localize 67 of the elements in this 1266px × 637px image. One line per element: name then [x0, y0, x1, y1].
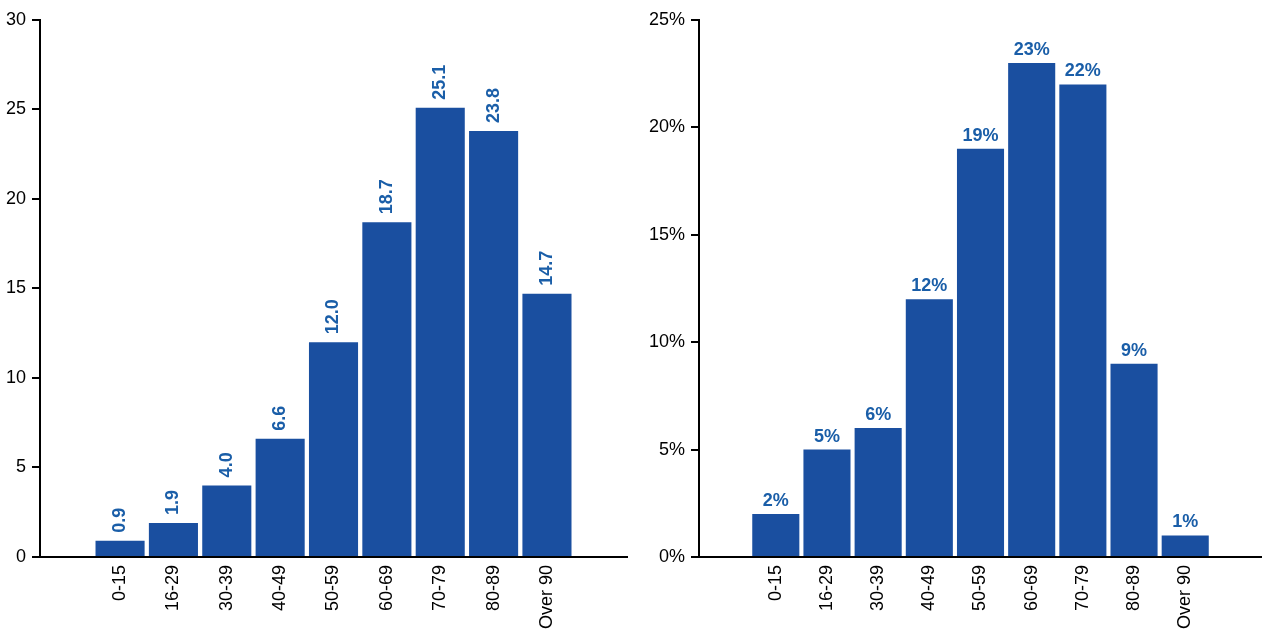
bar: [95, 540, 145, 556]
x-tick-label: 50-59: [969, 564, 990, 612]
y-tick-label: 5%: [659, 438, 686, 459]
bar: [956, 148, 1005, 556]
bar: [803, 449, 851, 556]
data-label: 5%: [813, 425, 840, 446]
bar: [1059, 84, 1107, 556]
data-label: 19%: [962, 124, 999, 145]
data-label: 12.0: [322, 299, 343, 335]
x-tick-label: 0-15: [764, 564, 785, 601]
x-tick-label: 70-79: [1071, 564, 1092, 612]
bar: [308, 342, 359, 556]
data-label: 12%: [911, 275, 948, 296]
bar: [415, 107, 465, 556]
x-tick-label: Over 90: [535, 564, 556, 629]
x-tick-label: 60-69: [375, 564, 396, 612]
bar: [522, 293, 572, 556]
y-tick-label: 20: [5, 187, 27, 208]
x-tick-label: 16-29: [162, 564, 183, 612]
data-label: 18.7: [375, 179, 396, 215]
x-tick-label: 80-89: [482, 564, 503, 612]
data-label: 9%: [1121, 339, 1148, 360]
x-tick-label: 70-79: [429, 564, 450, 612]
y-tick-label: 20%: [649, 116, 686, 137]
x-tick-label: 40-49: [918, 564, 939, 612]
y-tick-label: 25%: [649, 8, 686, 29]
x-tick-label: 60-69: [1020, 564, 1041, 612]
y-tick-label: 30: [5, 8, 27, 29]
y-tick-label: 5: [16, 456, 27, 477]
data-label: 23.8: [482, 87, 503, 123]
y-tick-label: 25: [5, 98, 27, 119]
x-tick-label: 16-29: [815, 564, 836, 612]
data-label: 6%: [865, 404, 892, 425]
bar: [202, 485, 252, 556]
bar: [1161, 535, 1209, 556]
x-tick-label: 50-59: [322, 564, 343, 612]
data-label: 0.9: [109, 507, 130, 533]
x-tick-label: 0-15: [109, 564, 130, 601]
y-tick-label: 0: [16, 545, 27, 566]
data-label: 6.6: [269, 405, 290, 431]
bar: [1008, 62, 1056, 556]
bar: [148, 522, 198, 556]
x-tick-label: 40-49: [269, 564, 290, 612]
bar: [1110, 363, 1158, 556]
bar: [469, 130, 519, 556]
data-label: 22%: [1064, 60, 1101, 81]
bar: [255, 438, 305, 556]
data-label: 14.7: [535, 250, 556, 286]
x-tick-label: 30-39: [867, 564, 888, 612]
data-label: 25.1: [429, 64, 450, 100]
bar: [752, 514, 800, 556]
x-tick-label: 80-89: [1123, 564, 1144, 612]
x-tick-label: 30-39: [215, 564, 236, 612]
data-label: 23%: [1013, 38, 1050, 59]
x-tick-label: Over 90: [1174, 564, 1195, 629]
bar: [905, 299, 953, 556]
y-tick-label: 15%: [649, 223, 686, 244]
data-label: 1.9: [162, 489, 183, 515]
data-label: 4.0: [215, 452, 236, 478]
y-tick-label: 0%: [659, 545, 686, 566]
data-label: 2%: [762, 489, 789, 510]
bar: [362, 222, 412, 556]
y-tick-label: 10%: [649, 331, 686, 352]
bar: [854, 428, 902, 556]
data-label: 1%: [1172, 511, 1199, 532]
y-tick-label: 10: [5, 366, 27, 387]
y-tick-label: 15: [5, 277, 27, 298]
